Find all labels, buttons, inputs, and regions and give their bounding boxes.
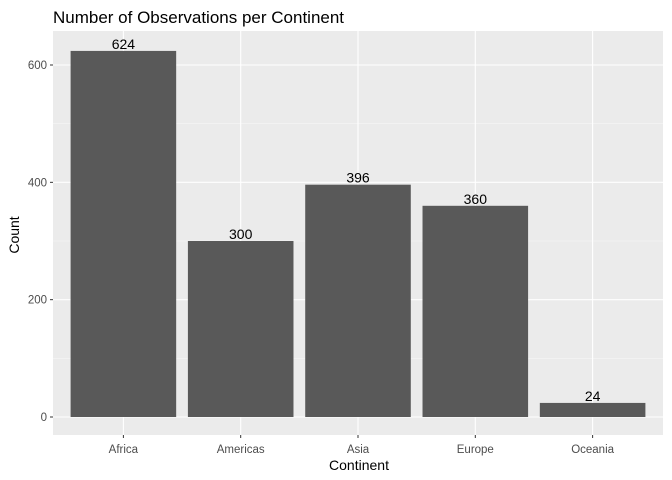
data-label-europe: 360 <box>464 191 488 207</box>
x-tick-label-oceania: Oceania <box>571 444 614 456</box>
x-tick-label-africa: Africa <box>109 444 139 456</box>
chart-title: Number of Observations per Continent <box>53 8 344 27</box>
bar-africa <box>70 50 177 418</box>
data-labels: 624 300 396 360 24 <box>112 36 601 404</box>
bars <box>70 50 646 418</box>
bar-americas <box>187 241 294 417</box>
data-label-asia: 396 <box>346 170 370 186</box>
x-tick-label-europe: Europe <box>457 444 494 456</box>
y-tick-label: 0 <box>41 412 47 424</box>
y-tick-label: 400 <box>28 177 47 189</box>
data-label-oceania: 24 <box>585 388 601 404</box>
bar-europe <box>422 205 529 417</box>
bar-asia <box>305 184 411 417</box>
data-label-americas: 300 <box>229 226 253 242</box>
axes: 0 200 400 600 Africa Americas Asia Europe Oceani… <box>28 60 615 456</box>
x-tick-label-asia: Asia <box>347 444 370 456</box>
bar-oceania <box>539 402 646 417</box>
x-tick-label-americas: Americas <box>217 444 265 456</box>
x-axis-title: Continent <box>329 457 389 473</box>
data-label-africa: 624 <box>112 36 136 52</box>
y-axis-title: Count <box>6 216 22 253</box>
y-tick-label: 200 <box>28 295 47 307</box>
y-tick-label: 600 <box>28 60 47 72</box>
